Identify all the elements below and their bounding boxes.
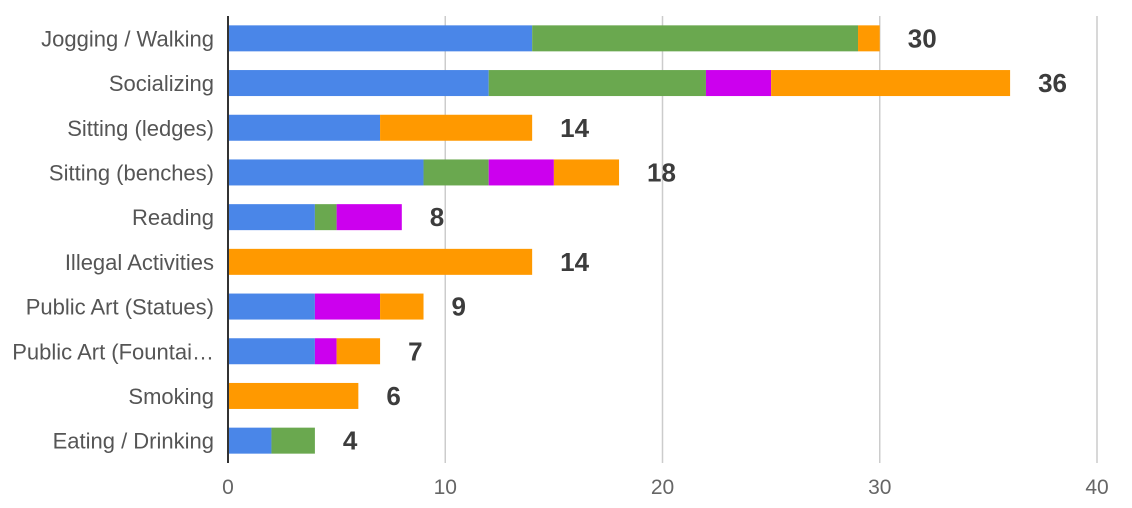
total-label: 14 [560, 113, 589, 143]
total-label: 30 [908, 23, 937, 53]
bar-segment [228, 293, 315, 320]
x-tick-labels: 0 10 20 30 40 [222, 476, 1109, 499]
bar-segment [228, 248, 533, 275]
category-label: Sitting (ledges) [67, 116, 214, 141]
category-label: Smoking [128, 384, 214, 409]
x-tick-label: 0 [222, 476, 234, 499]
bars [228, 25, 1011, 454]
bar-segment [488, 159, 554, 186]
total-label: 9 [452, 292, 466, 322]
bar-segment [228, 382, 359, 409]
bar-segment [228, 25, 533, 52]
category-label: Reading [132, 205, 214, 230]
category-labels: Jogging / Walking Socializing Sitting (led… [12, 26, 214, 453]
category-label: Eating / Drinking [53, 429, 214, 454]
x-tick-label: 40 [1085, 476, 1108, 499]
bar-segment [858, 25, 880, 52]
bar-segment [314, 204, 337, 231]
bar-segment [532, 25, 859, 52]
bar-segment [271, 427, 315, 454]
bar-segment [314, 293, 381, 320]
bar-segment [228, 338, 315, 365]
bar-segment [705, 70, 772, 97]
bar-segment [488, 70, 706, 97]
bar-segment [336, 204, 402, 231]
bar-segment [553, 159, 620, 186]
category-label: Socializing [109, 71, 214, 96]
category-label: Jogging / Walking [41, 26, 214, 51]
bar-segment [228, 204, 315, 231]
bar-segment [380, 293, 424, 320]
bar-segment [228, 114, 381, 141]
bar-segment [228, 159, 424, 186]
category-label: Public Art (Fountai… [12, 339, 214, 364]
category-label: Sitting (benches) [49, 160, 214, 185]
category-label: Illegal Activities [65, 250, 214, 275]
total-label: 36 [1038, 68, 1067, 98]
bar-segment [314, 338, 337, 365]
category-label: Public Art (Statues) [26, 295, 214, 320]
bar-segment [380, 114, 533, 141]
total-label: 4 [343, 426, 358, 456]
bar-segment [423, 159, 489, 186]
x-tick-label: 10 [434, 476, 457, 499]
total-label: 8 [430, 202, 444, 232]
x-tick-label: 20 [651, 476, 674, 499]
total-label: 6 [386, 381, 400, 411]
total-label: 18 [647, 157, 676, 187]
bar-segment [228, 427, 272, 454]
bar-segment [228, 70, 489, 97]
bar-segment [771, 70, 1011, 97]
total-label: 7 [408, 336, 422, 366]
x-tick-label: 30 [868, 476, 891, 499]
total-label: 14 [560, 247, 589, 277]
bar-segment [336, 338, 381, 365]
